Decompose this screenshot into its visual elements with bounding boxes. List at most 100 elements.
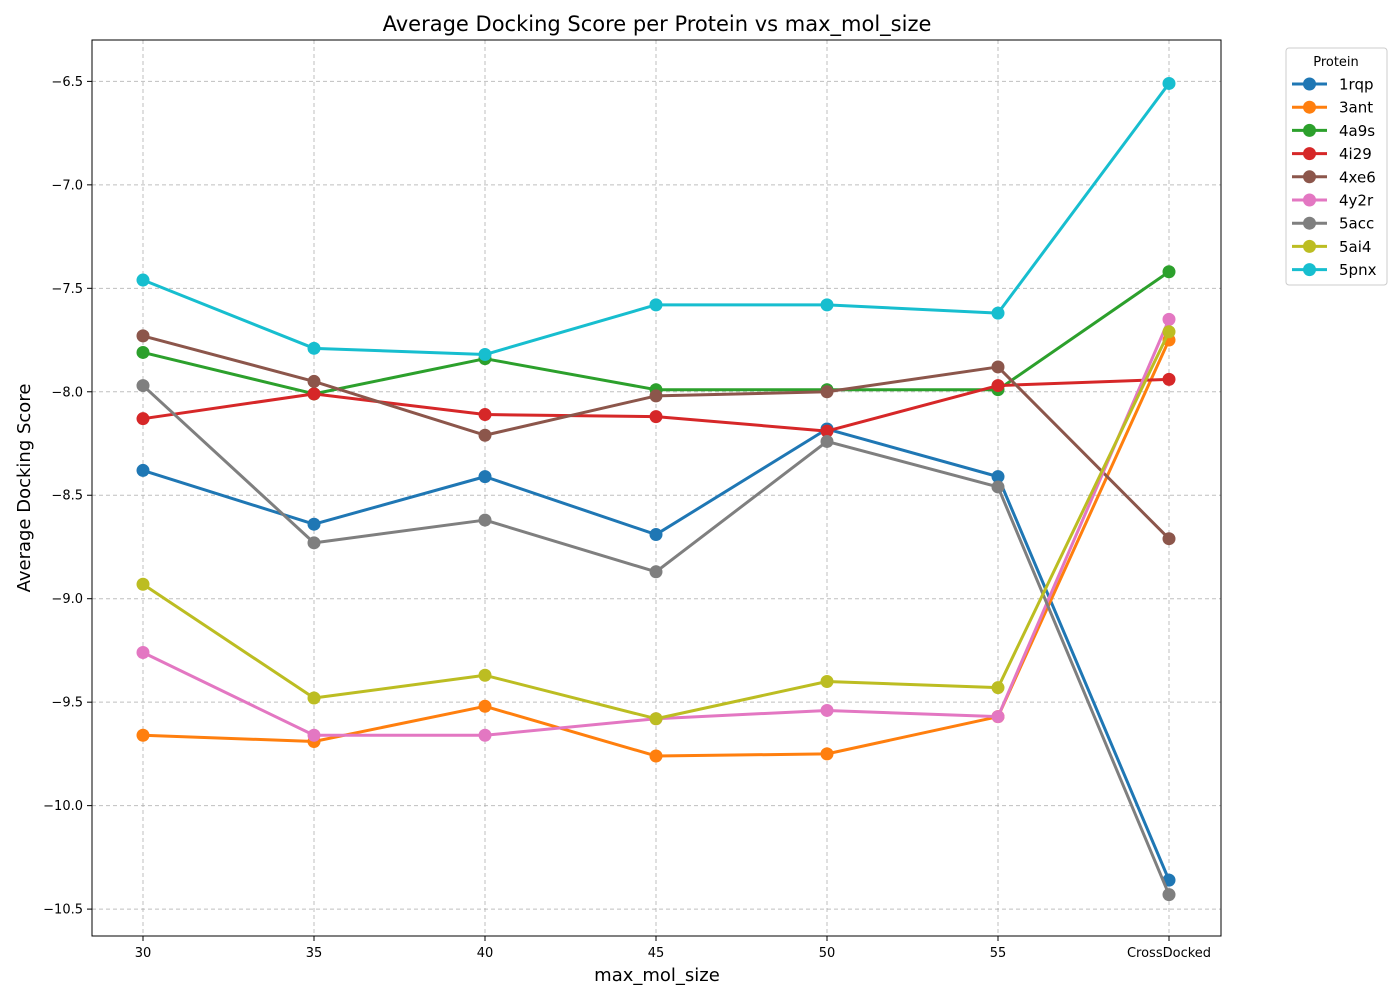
legend-label: 4a9s: [1339, 122, 1375, 140]
data-point: [1162, 265, 1176, 279]
data-point: [991, 306, 1005, 320]
legend-item-4i29: 4i29: [1292, 145, 1372, 163]
series-1rqp: [136, 422, 1176, 887]
x-tick-label: 55: [990, 946, 1007, 961]
x-axis: 30 35 40 45 50 55 CrossDocked: [135, 936, 1211, 961]
series-line: [141, 334, 1171, 541]
data-point: [991, 360, 1005, 374]
legend-label: 5ai4: [1339, 238, 1371, 256]
data-point: [136, 646, 150, 660]
data-point: [1162, 76, 1176, 90]
data-point: [307, 387, 321, 401]
legend-marker: [1303, 239, 1316, 253]
x-tick-label: 45: [648, 946, 665, 961]
legend-items: 1rqp 3ant 4a9s 4i29 4xe6 4y2r 5acc 5ai4 5pnx: [1292, 76, 1377, 279]
data-point: [307, 536, 321, 550]
series-layer: [136, 76, 1176, 902]
x-axis-label: max_mol_size: [594, 965, 720, 986]
data-point: [136, 329, 150, 343]
legend-item-5acc: 5acc: [1292, 215, 1374, 233]
legend-marker: [1303, 147, 1316, 161]
legend-marker: [1303, 263, 1316, 277]
legend-item-4xe6: 4xe6: [1292, 168, 1376, 186]
data-point: [820, 424, 834, 438]
data-point: [1162, 888, 1176, 902]
data-point: [991, 480, 1005, 494]
legend-item-4a9s: 4a9s: [1292, 122, 1375, 140]
data-point: [478, 513, 492, 527]
data-point: [1162, 372, 1176, 386]
grid: [92, 40, 1221, 936]
y-tick-label: −7.0: [51, 178, 83, 193]
data-point: [1162, 532, 1176, 546]
data-point: [478, 348, 492, 362]
x-tick-label: 50: [819, 946, 836, 961]
data-point: [820, 703, 834, 717]
data-point: [649, 712, 663, 726]
data-point: [820, 298, 834, 312]
y-tick-label: −10.0: [43, 799, 83, 814]
data-point: [991, 710, 1005, 724]
data-point: [478, 470, 492, 484]
series-5ai4: [136, 325, 1176, 726]
data-point: [136, 345, 150, 359]
data-point: [307, 374, 321, 388]
data-point: [136, 463, 150, 477]
data-point: [307, 341, 321, 355]
legend: Protein 1rqp 3ant 4a9s 4i29 4xe6 4y2r 5acc 5ai4…: [1285, 47, 1388, 286]
data-point: [478, 668, 492, 682]
data-point: [649, 410, 663, 424]
data-point: [136, 379, 150, 393]
data-point: [820, 674, 834, 688]
series-5acc: [136, 379, 1176, 902]
data-point: [478, 728, 492, 742]
data-point: [307, 517, 321, 531]
data-point: [1162, 312, 1176, 326]
x-tick-label: CrossDocked: [1127, 946, 1211, 961]
data-point: [820, 747, 834, 761]
y-tick-label: −8.0: [51, 385, 83, 400]
y-tick-label: −9.5: [51, 696, 83, 711]
data-point: [136, 273, 150, 287]
data-point: [649, 389, 663, 403]
legend-label: 4y2r: [1339, 192, 1374, 210]
legend-item-1rqp: 1rqp: [1292, 76, 1374, 94]
legend-marker: [1303, 100, 1316, 114]
data-point: [649, 298, 663, 312]
y-tick-label: −9.0: [51, 592, 83, 607]
data-point: [136, 728, 150, 742]
y-tick-label: −7.5: [51, 282, 83, 297]
legend-marker: [1303, 193, 1316, 207]
y-tick-label: −10.5: [43, 903, 83, 918]
data-point: [820, 385, 834, 399]
legend-marker: [1303, 170, 1316, 184]
data-point: [136, 577, 150, 591]
data-point: [478, 699, 492, 713]
legend-marker: [1303, 77, 1316, 91]
data-point: [991, 470, 1005, 484]
x-tick-label: 40: [477, 946, 494, 961]
legend-marker: [1303, 123, 1316, 137]
data-point: [649, 528, 663, 542]
series-4xe6: [136, 329, 1176, 546]
legend-label: 4xe6: [1339, 168, 1376, 186]
legend-marker: [1303, 216, 1316, 230]
data-point: [478, 408, 492, 422]
data-point: [649, 749, 663, 763]
data-point: [136, 412, 150, 426]
y-tick-label: −8.5: [51, 489, 83, 504]
legend-item-3ant: 3ant: [1292, 99, 1373, 117]
y-axis: −6.5 −7.0 −7.5 −8.0 −8.5 −9.0 −9.5 −10.0 −10.5: [43, 75, 92, 918]
x-tick-label: 30: [135, 946, 152, 961]
legend-item-5pnx: 5pnx: [1292, 261, 1377, 279]
series-5pnx: [136, 76, 1176, 362]
data-point: [307, 691, 321, 705]
chart-title: Average Docking Score per Protein vs max…: [383, 12, 932, 37]
data-point: [1162, 325, 1176, 339]
x-tick-label: 35: [306, 946, 323, 961]
data-point: [478, 428, 492, 442]
y-tick-label: −6.5: [51, 75, 83, 90]
legend-label: 5pnx: [1339, 261, 1377, 279]
data-point: [649, 565, 663, 579]
